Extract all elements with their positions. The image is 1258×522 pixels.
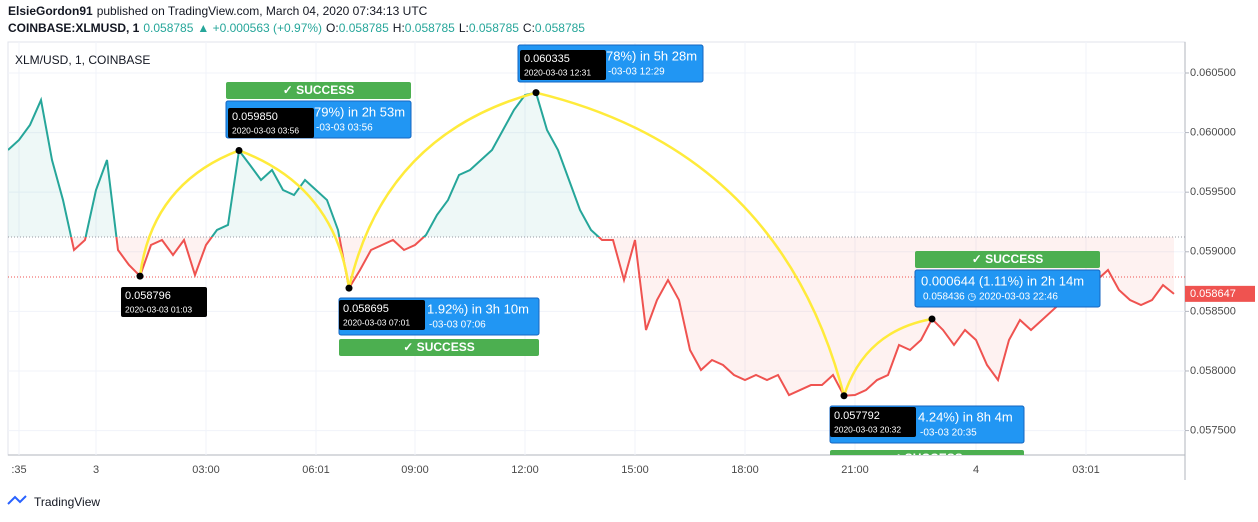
ohlc-value: 0.058785	[405, 21, 455, 35]
change-text: 4.24%) in 8h 4m	[918, 409, 1013, 424]
legend-label: XLM/USD, 1, COINBASE	[15, 53, 150, 67]
status-badge	[226, 82, 411, 99]
price-line-down	[70, 236, 1175, 397]
anchor-dot	[235, 146, 243, 154]
x-tick-label: 09:00	[401, 464, 429, 476]
status-badge	[915, 251, 1100, 268]
x-tick-label: 03:00	[192, 464, 220, 476]
change-text: 78%) in 5h 28m	[606, 48, 697, 63]
x-tick-label: 4	[973, 464, 979, 476]
anchor-dot	[136, 272, 144, 280]
status-text: ✓ SUCCESS	[403, 340, 474, 354]
ohlc-key: C:	[523, 21, 535, 35]
y-tick-label: 0.060500	[1190, 67, 1236, 79]
projection-arc	[842, 317, 933, 397]
header-line: ElsieGordon91 published on TradingView.co…	[8, 4, 428, 18]
anchor-dot	[840, 392, 848, 400]
price-tag-time: 2020-03-03 20:32	[834, 424, 901, 434]
change-end: -03-03 12:29	[608, 67, 665, 78]
change-end: -03-03 07:06	[429, 320, 486, 331]
status-badge	[339, 339, 539, 356]
x-tick-label: 21:00	[841, 464, 869, 476]
symbol-line: COINBASE:XLMUSD, 1 0.058785 ▲ +0.000563 (+…	[8, 21, 585, 35]
ohlc-value: 0.058785	[535, 21, 585, 35]
symbol: COINBASE:XLMUSD, 1	[8, 21, 140, 35]
status-text: ✓ SUCCESS	[972, 252, 1043, 266]
price-tag-value: 0.058796	[125, 290, 171, 302]
y-tick-label: 0.057500	[1190, 424, 1236, 436]
price-tag	[520, 50, 606, 80]
status-text: ✓ SUCCESS	[891, 451, 962, 465]
last-price-label: 0.058647	[1190, 288, 1236, 300]
ohlc-key: H:	[393, 21, 405, 35]
change-text: 0.000644 (1.11%) in 2h 14m	[921, 273, 1084, 288]
price-tag-value: 0.057792	[834, 410, 880, 422]
ohlc-value: 0.058785	[469, 21, 519, 35]
y-tick-label: 0.059000	[1190, 246, 1236, 258]
price-tag-time: 2020-03-03 03:56	[232, 125, 299, 135]
area-down	[8, 236, 1174, 396]
change-text: 1.92%) in 3h 10m	[427, 301, 529, 316]
brand: TradingView	[34, 495, 100, 509]
y-tick-label: 0.058500	[1190, 305, 1236, 317]
ohlc-value: 0.058785	[339, 21, 389, 35]
ohlc-key: L:	[459, 21, 469, 35]
change-end: -03-03 20:35	[920, 428, 977, 439]
change-end: 0.058436 ◷ 2020-03-03 22:46	[923, 292, 1058, 303]
projection-arc	[238, 149, 351, 289]
overlay: 0.058796 2020-03-03 01:03 ✓ SUCCESS 79%) in…	[121, 44, 1101, 465]
projection-arc	[535, 91, 846, 397]
x-tick-label: :35	[11, 464, 26, 476]
price-tag	[228, 108, 314, 138]
price-tag	[339, 300, 425, 330]
ohlc-key: O:	[326, 21, 339, 35]
author: ElsieGordon91	[8, 4, 93, 18]
price: 0.058785	[143, 21, 193, 35]
price-tag-value: 0.060335	[524, 53, 570, 65]
anchor-dot	[928, 315, 936, 323]
x-tick-label: 03:01	[1072, 464, 1100, 476]
x-tick-label: 06:01	[302, 464, 330, 476]
projection-arc	[347, 91, 537, 289]
y-tick-label: 0.059500	[1190, 186, 1236, 198]
price-tag	[121, 287, 207, 317]
price-tag-time: 2020-03-03 01:03	[125, 304, 192, 314]
status-badge	[830, 450, 1024, 455]
price-tag	[830, 407, 916, 437]
anchor-dot	[532, 89, 540, 97]
last-price-tag	[1185, 285, 1255, 302]
x-tick-label: 18:00	[731, 464, 759, 476]
brand-logo	[7, 495, 27, 505]
price-tag-time: 2020-03-03 07:01	[343, 317, 410, 327]
price-tag-value: 0.058695	[343, 303, 389, 315]
published: published on TradingView.com, March 04, …	[97, 4, 428, 18]
x-tick-label: 12:00	[511, 464, 539, 476]
change-end: -03-03 03:56	[316, 123, 373, 134]
x-tick-label: 15:00	[621, 464, 649, 476]
x-tick-label: 3	[93, 464, 99, 476]
change-box	[914, 269, 1101, 308]
anchor-dot	[345, 284, 353, 292]
price-line-up	[8, 91, 601, 237]
price-tag-value: 0.059850	[232, 111, 278, 123]
area-up	[8, 92, 599, 237]
change: ▲ +0.000563 (+0.97%)	[197, 21, 322, 35]
status-text: ✓ SUCCESS	[283, 83, 354, 97]
projection-arc	[138, 149, 240, 277]
y-tick-label: 0.058000	[1190, 365, 1236, 377]
change-text: 79%) in 2h 53m	[314, 104, 405, 119]
y-tick-label: 0.060000	[1190, 126, 1236, 138]
price-tag-time: 2020-03-03 12:31	[524, 67, 591, 77]
